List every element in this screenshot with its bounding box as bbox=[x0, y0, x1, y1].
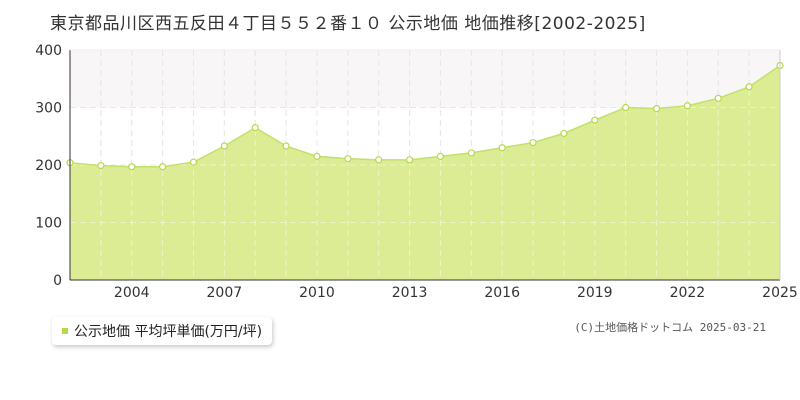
data-point bbox=[467, 149, 475, 157]
data-point bbox=[405, 156, 414, 164]
data-point bbox=[652, 105, 661, 113]
data-point bbox=[560, 129, 568, 137]
data-point bbox=[189, 158, 198, 166]
x-tick-label: 2007 bbox=[207, 285, 243, 301]
data-point bbox=[220, 142, 228, 150]
x-tick-label: 2010 bbox=[299, 285, 335, 301]
x-tick-label: 2004 bbox=[114, 285, 150, 301]
series-line bbox=[69, 64, 781, 168]
data-point bbox=[591, 116, 599, 124]
credit-text: (C)土地価格ドットコム 2025-03-21 bbox=[574, 321, 766, 334]
data-point bbox=[436, 152, 445, 160]
x-tick-label: 2013 bbox=[392, 285, 428, 301]
data-point bbox=[313, 152, 321, 160]
data-point bbox=[128, 163, 136, 171]
x-tick-label: 2022 bbox=[670, 285, 706, 301]
y-tick-label: 300 bbox=[35, 101, 62, 117]
data-point bbox=[344, 155, 352, 163]
chart-title: 東京都品川区西五反田４丁目５５２番１０ 公示地価 地価推移[2002-2025] bbox=[50, 14, 646, 34]
legend-marker-icon bbox=[62, 328, 68, 334]
data-point bbox=[375, 156, 383, 164]
data-point bbox=[498, 144, 506, 152]
x-tick-label: 2016 bbox=[484, 285, 520, 301]
data-point bbox=[97, 161, 105, 170]
data-point bbox=[714, 94, 722, 102]
y-tick-label: 0 bbox=[53, 273, 62, 289]
plot-upper-band bbox=[70, 50, 780, 108]
y-tick-label: 100 bbox=[35, 216, 62, 232]
data-point bbox=[745, 83, 753, 91]
legend: 公示地価 平均坪単価(万円/坪) bbox=[52, 317, 273, 345]
y-tick-label: 200 bbox=[35, 158, 62, 174]
series-area bbox=[70, 65, 780, 281]
data-point bbox=[683, 102, 691, 110]
x-tick-label: 2025 bbox=[762, 285, 798, 301]
data-point bbox=[282, 142, 290, 150]
data-point bbox=[159, 163, 167, 171]
data-point bbox=[251, 124, 259, 132]
data-point bbox=[622, 103, 630, 112]
x-tick-label: 2019 bbox=[577, 285, 613, 301]
y-tick-label: 400 bbox=[35, 43, 62, 59]
data-point bbox=[529, 138, 537, 147]
legend-label: 公示地価 平均坪単価(万円/坪) bbox=[74, 324, 263, 340]
